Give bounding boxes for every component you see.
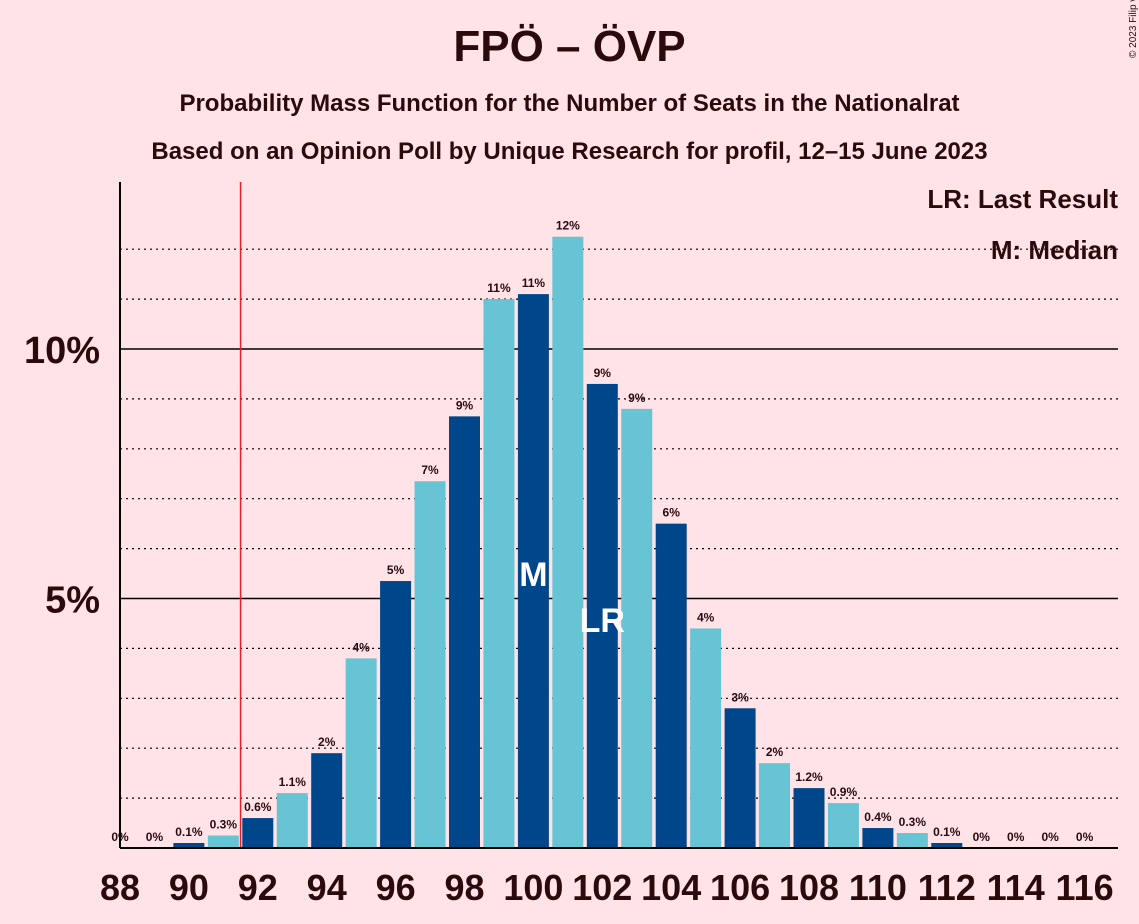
x-tick-label: 116 [1056,867,1114,908]
bar-value-label: 9% [628,391,646,405]
bar-110 [862,828,894,848]
x-tick-label: 112 [918,867,976,908]
axes: 5% 10% 88 90 92 94 96 98 100 102 104 106 108 110 112 11… [24,182,1118,908]
bar-value-label: 0.1% [933,825,961,839]
bar-value-label: 0% [1007,830,1025,844]
bar-value-label: 5% [387,563,405,577]
bar-98 [449,416,480,848]
bar-106 [724,708,756,848]
bar-109 [827,803,859,848]
bar-90 [173,843,205,848]
bar-value-label: 12% [556,219,580,233]
bar-value-label: 2% [318,735,336,749]
bar-value-label: 0% [146,830,164,844]
chart-title: FPÖ – ÖVP [453,22,686,71]
bar-103 [621,408,653,848]
bar-value-label: 2% [766,745,784,759]
bar-96 [380,581,412,848]
bar-labels: 0% 0% 0.1% 0.3% 0.6% 1.1% 2% 4% 5% 7% 9% 11% 11% 12% 9… [111,219,1093,844]
chart-source-line: Based on an Opinion Poll by Unique Resea… [151,138,988,165]
bar-97 [414,481,446,848]
bar-92 [242,818,274,848]
bar-100 [517,294,549,848]
bar-value-label: 0.6% [244,800,272,814]
bar-value-label: 0.3% [899,815,927,829]
bar-value-label: 11% [487,281,511,295]
legend-median: M: Median [991,235,1118,265]
x-tick-label: 100 [503,867,563,908]
bar-93 [276,793,308,848]
x-tick-label: 102 [572,867,632,908]
bar-value-label: 1.1% [279,775,307,789]
bar-112 [931,843,963,848]
y-tick-label: 10% [24,330,100,372]
y-tick-label: 5% [45,580,100,622]
x-tick-label: 106 [710,867,770,908]
bar-108 [793,788,825,848]
bar-value-label: 7% [421,463,439,477]
bar-104 [655,523,687,848]
x-tick-label: 114 [987,867,1045,908]
bar-value-label: 4% [352,640,370,654]
x-tick-label: 110 [849,867,907,908]
bar-105 [690,628,722,848]
bar-value-label: 0% [1076,830,1094,844]
bar-value-label: 3% [731,690,749,704]
x-tick-label: 98 [444,867,484,908]
bar-value-label: 0.9% [830,785,858,799]
bar-value-label: 11% [522,276,546,290]
bar-101 [552,236,584,849]
x-tick-label: 96 [376,867,416,908]
bar-value-label: 0.4% [864,810,892,824]
bar-value-label: 1.2% [795,770,823,784]
bar-value-label: 0% [1041,830,1059,844]
bar-value-label: 0% [973,830,991,844]
bar-value-label: 0.1% [175,825,203,839]
bars [173,236,963,849]
x-tick-label: 108 [779,867,839,908]
bar-99 [483,299,515,849]
chart-subtitle: Probability Mass Function for the Number… [179,90,960,117]
bar-102 [586,383,618,848]
bar-value-label: 9% [456,398,474,412]
x-tick-label: 92 [238,867,278,908]
bar-value-label: 0.3% [210,818,238,832]
x-tick-label: 94 [307,867,347,908]
x-tick-label: 104 [641,867,701,908]
last-result-marker: LR [580,602,625,640]
bar-95 [345,658,377,848]
bar-107 [759,763,791,848]
bar-111 [896,833,928,848]
legend-last-result: LR: Last Result [927,184,1118,214]
bar-value-label: 9% [594,366,612,380]
gridlines [120,248,1118,799]
bar-value-label: 4% [697,610,715,624]
x-tick-label: 90 [169,867,209,908]
median-marker: M [519,556,547,594]
bar-value-label: 6% [663,506,681,520]
x-tick-label: 88 [100,867,140,908]
bar-91 [207,835,239,848]
bar-94 [311,753,343,848]
